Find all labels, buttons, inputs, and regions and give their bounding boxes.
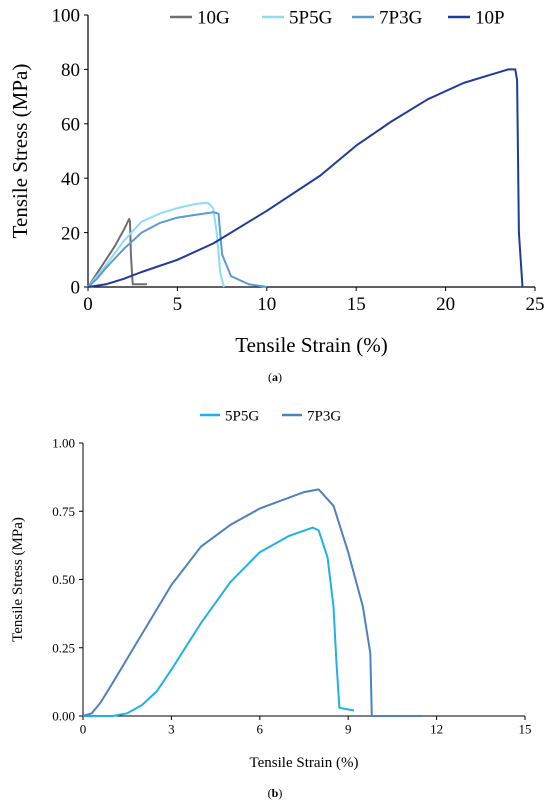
chart-b-y-tick-label: 0.25 <box>52 640 75 655</box>
chart-b-series-line-7p3g <box>82 488 422 717</box>
chart-b-legend-label-7p3g: 7P3G <box>307 408 341 424</box>
chart-a-y-tick-label: 60 <box>61 114 80 135</box>
chart-a-x-tick-label: 15 <box>347 294 366 315</box>
chart-a-legend-label-10p: 10P <box>475 8 505 29</box>
chart-a-x-tick-label: 20 <box>436 294 455 315</box>
chart-a-legend-label-7p3g: 7P3G <box>379 8 423 29</box>
chart-a-svg: 0 5 10 15 20 25 0 20 40 60 80 100 Tensile Strain (%)… <box>8 6 545 357</box>
chart-b-y-tick-label: 1.00 <box>52 436 75 451</box>
chart-b-svg: 0 3 6 9 12 15 0.00 0.25 0.50 0.75 1.00 Tensile Stra… <box>10 408 532 771</box>
chart-a-x-tick-label: 25 <box>526 294 545 315</box>
chart-a-x-tick-label: 10 <box>257 294 276 315</box>
caption-a: (a) <box>268 370 282 384</box>
chart-a-x-tick-label: 0 <box>83 294 93 315</box>
chart-b-series-line-5p5g <box>83 526 355 717</box>
caption-a-letter: a <box>272 370 278 384</box>
chart-b-y-tick-label: 0.50 <box>52 572 75 587</box>
chart-b-y-tick-label: 0.75 <box>52 504 75 519</box>
chart-a-series-line-10g <box>87 218 147 288</box>
chart-b-x-tick-label: 12 <box>430 721 443 736</box>
caption-b-letter: b <box>271 786 279 800</box>
chart-a-x-axis-label: Tensile Strain (%) <box>235 333 388 357</box>
chart-a-y-tick-label: 80 <box>61 60 80 81</box>
chart-a-y-axis-label: Tensile Stress (MPa) <box>8 64 32 239</box>
chart-b-y-axis-label: Tensile Stress (MPa) <box>10 517 26 642</box>
chart-a-series-line-7p3g <box>87 211 267 288</box>
caption-b: (b) <box>267 786 283 800</box>
chart-b-legend-label-5p5g: 5P5G <box>225 408 259 424</box>
chart-a-legend-label-10g: 10G <box>197 8 230 29</box>
chart-a-series-line-5p5g <box>87 201 225 288</box>
chart-b-y-tick-label: 0.00 <box>52 709 75 724</box>
chart-a-legend-label-5p5g: 5P5G <box>289 8 333 29</box>
chart-a-y-tick-label: 40 <box>61 169 80 190</box>
chart-a-series-line-10p <box>87 68 524 288</box>
chart-panel-b: 0 3 6 9 12 15 0.00 0.25 0.50 0.75 1.00 Tensile Stra… <box>0 392 550 806</box>
chart-b-x-tick-label: 15 <box>519 721 532 736</box>
chart-a-y-tick-label: 0 <box>71 278 81 299</box>
chart-a-y-tick-label: 20 <box>61 223 80 244</box>
chart-b-x-tick-label: 0 <box>80 721 87 736</box>
chart-b-x-tick-label: 9 <box>345 721 352 736</box>
chart-a-y-tick-label: 100 <box>52 6 81 27</box>
chart-panel-a: 0 5 10 15 20 25 0 20 40 60 80 100 Tensile Strain (%)… <box>0 0 550 392</box>
chart-a-x-tick-label: 5 <box>173 294 183 315</box>
chart-b-x-axis-label: Tensile Strain (%) <box>250 755 359 771</box>
chart-b-x-tick-label: 6 <box>257 721 264 736</box>
chart-b-x-tick-label: 3 <box>168 721 175 736</box>
